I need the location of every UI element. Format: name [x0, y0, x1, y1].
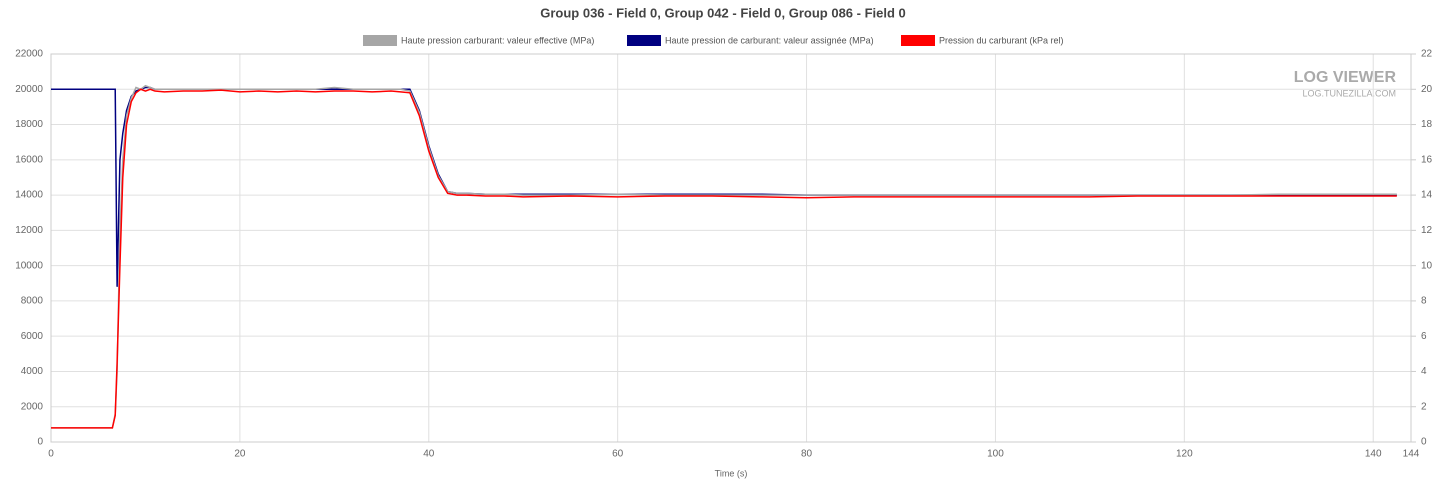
- y-tick-label: 0: [37, 437, 43, 448]
- series-line: [51, 86, 1397, 287]
- y2-tick-label: 6: [1421, 331, 1427, 342]
- watermark: LOG VIEWER: [1294, 69, 1397, 86]
- plot-border: [50, 53, 1412, 443]
- y-tick-label: 12000: [15, 225, 43, 236]
- x-tick-label: 144: [1403, 449, 1420, 460]
- y2-tick-label: 0: [1421, 437, 1427, 448]
- y2-tick-label: 8: [1421, 296, 1427, 307]
- legend-swatch: [363, 35, 397, 46]
- y-tick-label: 2000: [21, 401, 44, 412]
- x-tick-label: 120: [1176, 449, 1193, 460]
- y2-tick-label: 2: [1421, 401, 1427, 412]
- y-tick-label: 6000: [21, 331, 44, 342]
- legend-swatch: [901, 35, 935, 46]
- x-tick-label: 20: [234, 449, 246, 460]
- x-tick-label: 80: [801, 449, 813, 460]
- y2-tick-label: 22: [1421, 49, 1433, 60]
- x-tick-label: 140: [1365, 449, 1382, 460]
- y2-tick-label: 20: [1421, 84, 1433, 95]
- y-tick-label: 18000: [15, 119, 43, 130]
- x-axis-label: Time (s): [715, 468, 748, 478]
- legend-label: Pression du carburant (kPa rel): [939, 35, 1064, 45]
- y-tick-label: 14000: [15, 190, 43, 201]
- legend-label: Haute pression carburant: valeur effecti…: [401, 35, 594, 45]
- legend-swatch: [627, 35, 661, 46]
- legend-label: Haute pression de carburant: valeur assi…: [665, 35, 874, 45]
- y2-tick-label: 12: [1421, 225, 1433, 236]
- x-tick-label: 100: [987, 449, 1004, 460]
- chart-title: Group 036 - Field 0, Group 042 - Field 0…: [540, 5, 906, 20]
- x-tick-label: 0: [48, 449, 54, 460]
- y2-tick-label: 14: [1421, 190, 1433, 201]
- series-line: [51, 84, 1397, 429]
- y2-tick-label: 10: [1421, 260, 1433, 271]
- watermark: LOG.TUNEZILLA.COM: [1302, 88, 1396, 98]
- y-tick-label: 16000: [15, 154, 43, 165]
- y-tick-label: 4000: [21, 366, 44, 377]
- x-tick-label: 60: [612, 449, 624, 460]
- y2-tick-label: 18: [1421, 119, 1433, 130]
- y-tick-label: 20000: [15, 84, 43, 95]
- y-tick-label: 10000: [15, 260, 43, 271]
- x-tick-label: 40: [423, 449, 435, 460]
- series-line: [51, 88, 1397, 429]
- y-tick-label: 22000: [15, 49, 43, 60]
- y2-tick-label: 4: [1421, 366, 1427, 377]
- y2-tick-label: 16: [1421, 154, 1433, 165]
- y-tick-label: 8000: [21, 296, 44, 307]
